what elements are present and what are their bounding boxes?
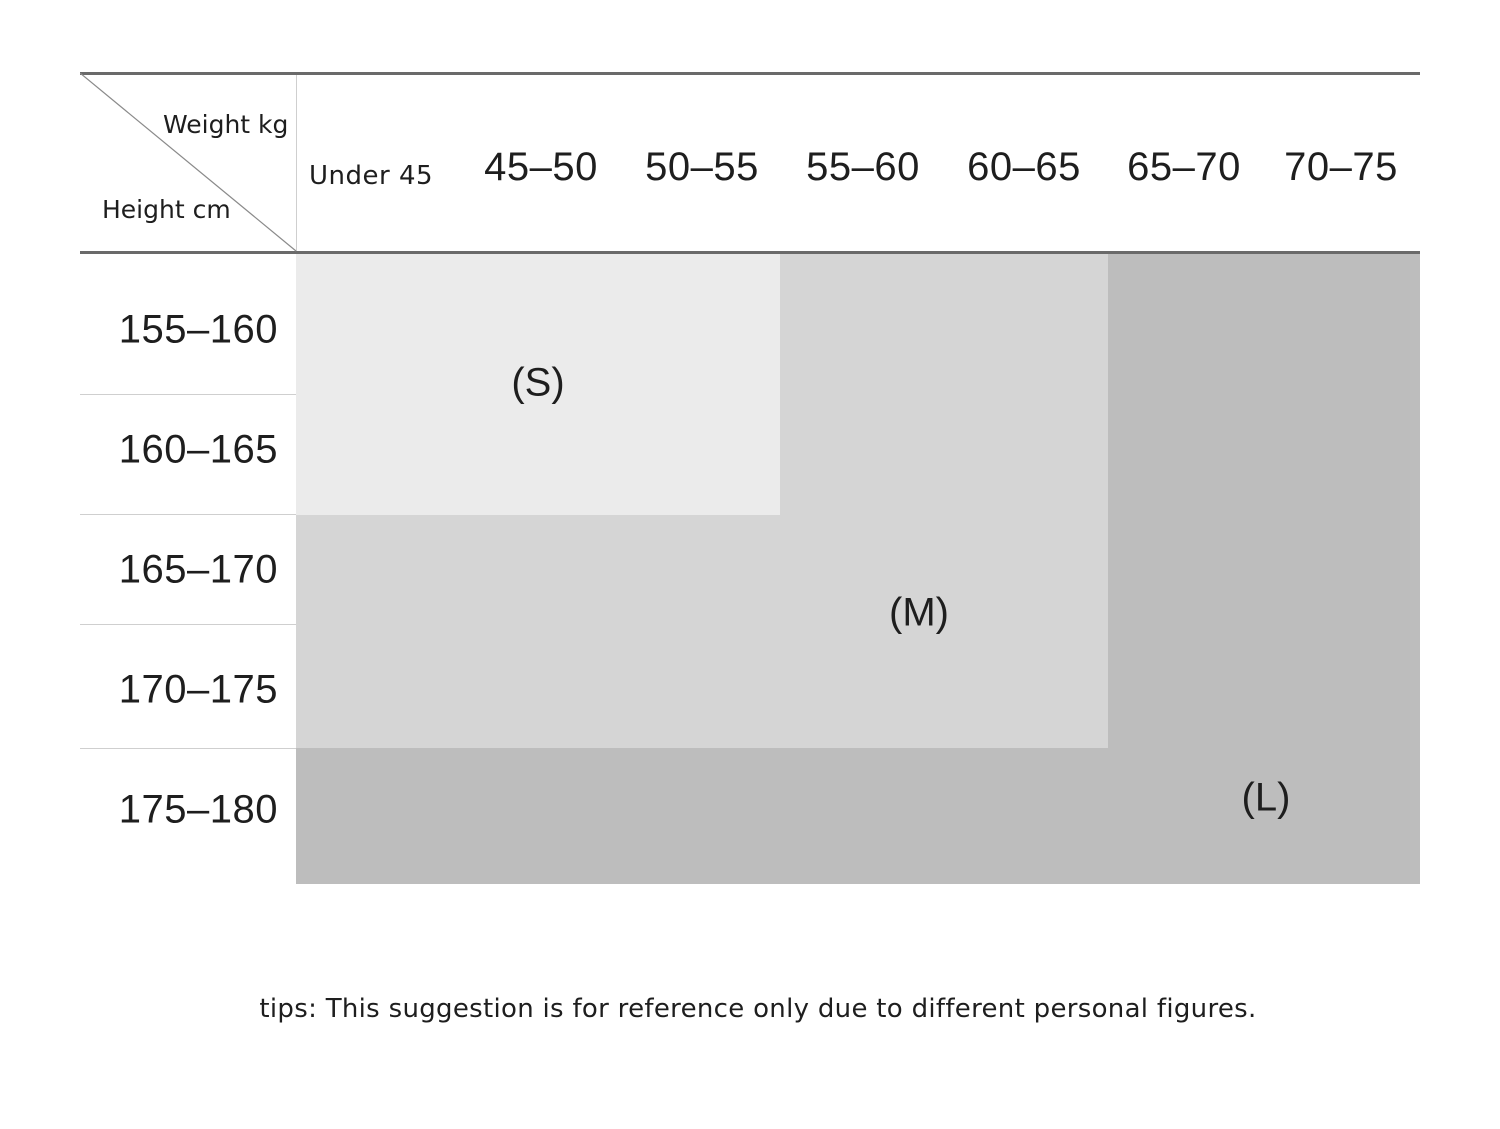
height-row-header: 165–170 (118, 547, 278, 592)
height-row-header: 170–175 (118, 667, 278, 712)
header-bottom-rule (80, 251, 1420, 254)
header-corner-separator (296, 75, 297, 251)
height-row-header: 160–165 (118, 427, 278, 472)
row-separator (80, 514, 296, 515)
height-row-header: 175–180 (118, 787, 278, 832)
size-label-s: (S) (511, 360, 565, 405)
corner-diagonal-line (80, 73, 297, 252)
weight-column-header: Under 45 (309, 161, 434, 191)
row-separator (80, 624, 296, 625)
size-label-l: (L) (1241, 775, 1291, 820)
weight-column-header: 45–50 (484, 145, 598, 189)
weight-column-header: 65–70 (1127, 145, 1241, 189)
footer-tip: tips: This suggestion is for reference o… (259, 994, 1257, 1024)
weight-column-header: 60–65 (967, 145, 1081, 189)
weight-column-header: 55–60 (806, 145, 920, 189)
row-separator (80, 748, 296, 749)
weight-column-header: 50–55 (645, 145, 759, 189)
weight-column-header: 70–75 (1284, 145, 1398, 189)
weight-axis-label: Weight kg (163, 110, 289, 139)
height-axis-label: Height cm (102, 195, 231, 224)
row-separator (80, 394, 296, 395)
table-top-rule (80, 72, 1420, 75)
size-zone-s (296, 253, 780, 515)
height-row-header: 155–160 (118, 307, 278, 352)
size-label-m: (M) (889, 590, 949, 635)
